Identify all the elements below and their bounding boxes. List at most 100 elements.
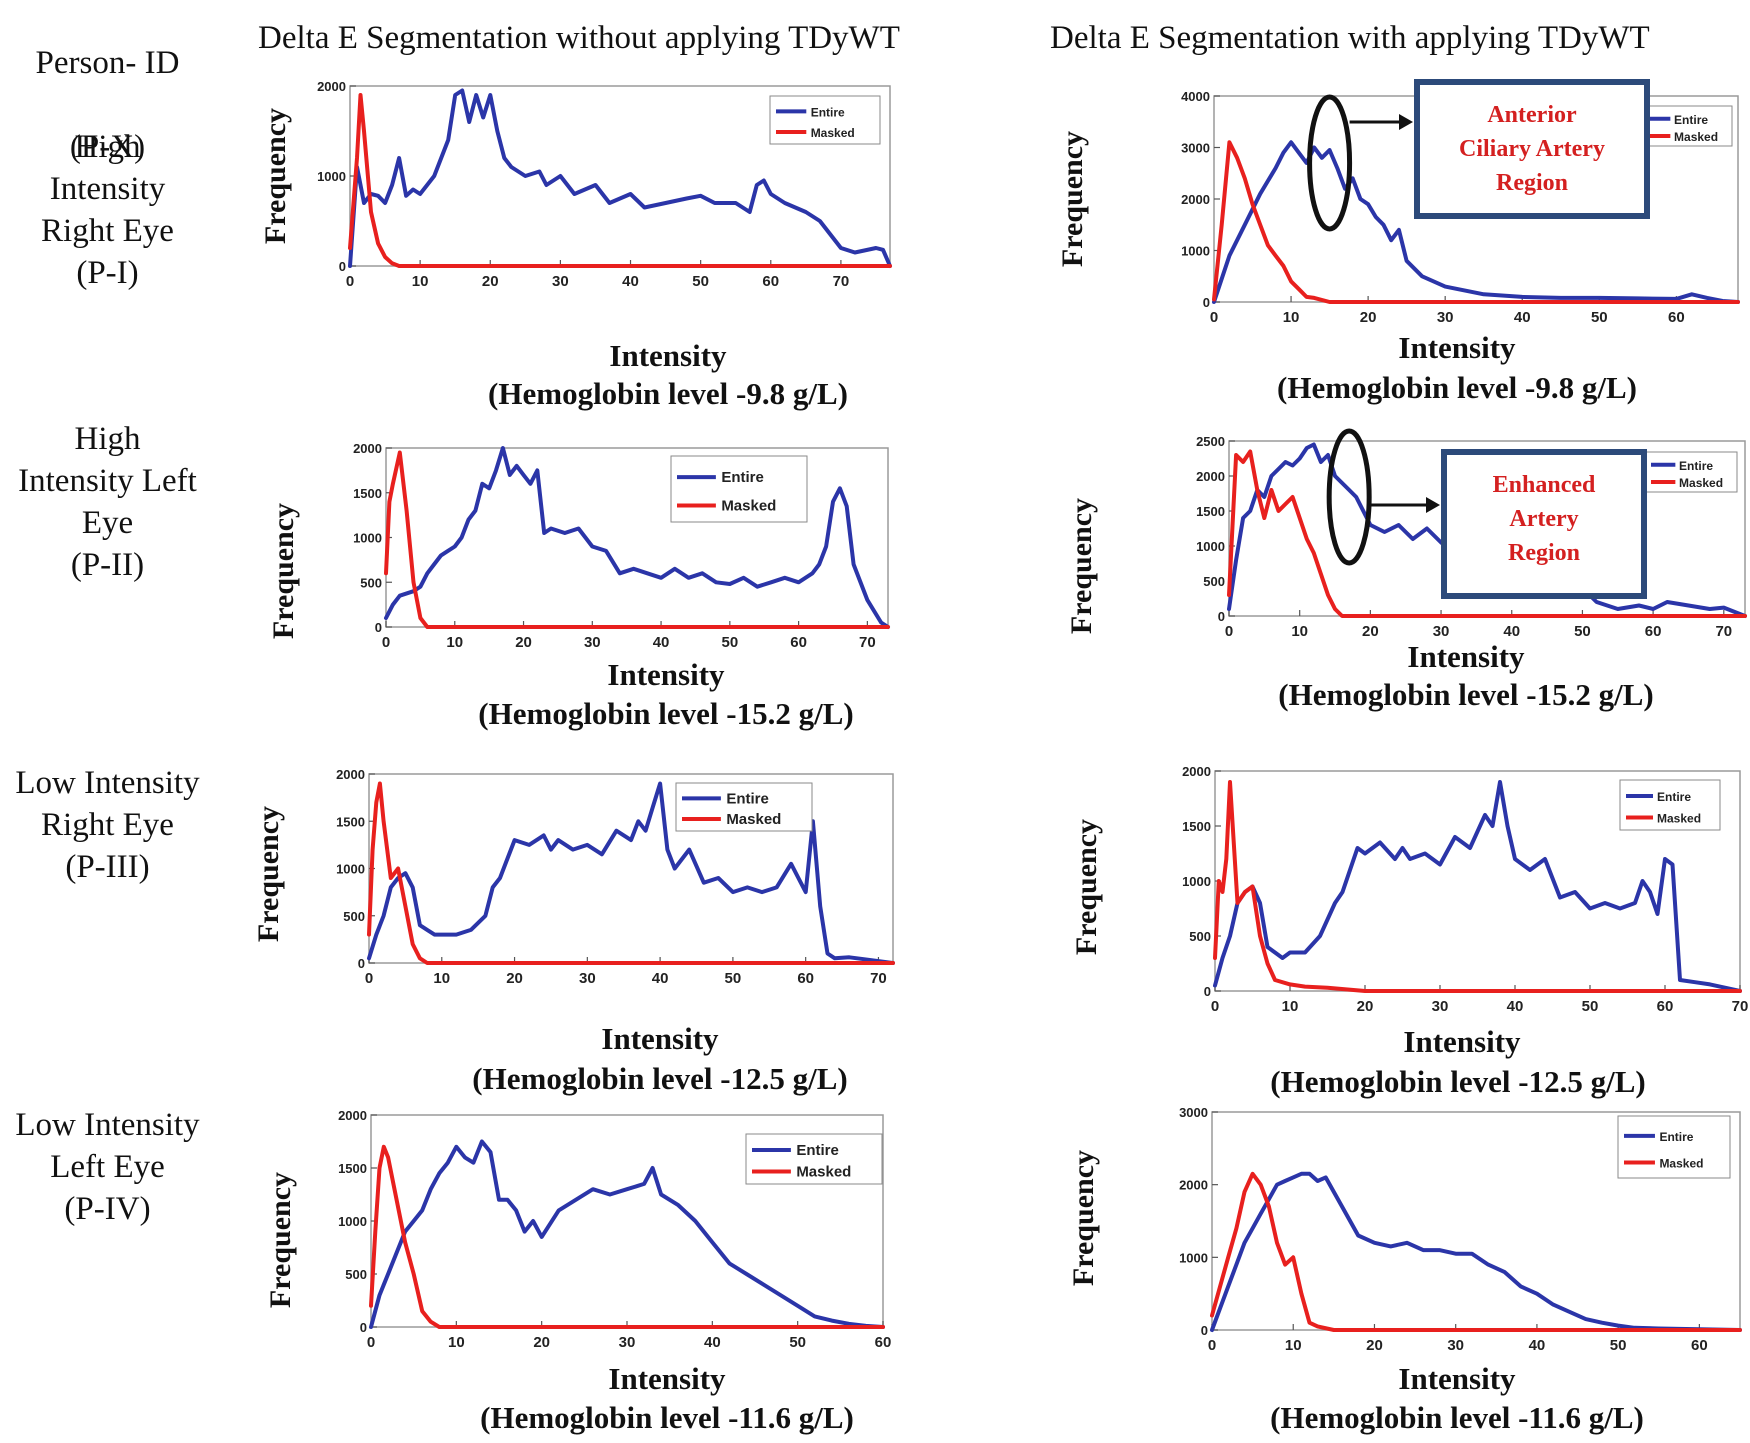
x-tick-label: 10 bbox=[412, 273, 429, 290]
annotation-ellipse bbox=[1326, 428, 1372, 566]
x-tick-label: 40 bbox=[622, 273, 639, 290]
y-tick-label: 1500 bbox=[1182, 819, 1211, 834]
x-tick-label: 0 bbox=[367, 1334, 375, 1351]
x-tick-label: 30 bbox=[584, 634, 601, 651]
y-tick-label: 1000 bbox=[338, 1214, 367, 1229]
x-tick-label: 10 bbox=[433, 970, 450, 987]
chart-right-3: 0 500 1000 1500 2000 0 10 20 30 40 50 60 70 Entire Mas… bbox=[1070, 764, 1748, 1099]
annotation-text: Ciliary Artery bbox=[1459, 136, 1605, 162]
person-id-label: Person- ID bbox=[35, 45, 180, 81]
x-tick-label: 40 bbox=[652, 970, 669, 987]
x-tick-label: 0 bbox=[1208, 1337, 1216, 1354]
y-tick-label: 500 bbox=[1203, 574, 1225, 589]
series-entire-line bbox=[367, 781, 895, 965]
y-tick-label: 0 bbox=[375, 620, 382, 635]
x-tick-label: 40 bbox=[704, 1334, 721, 1351]
y-axis-label: Frequency bbox=[1070, 819, 1103, 955]
legend-label-entire: Entire bbox=[726, 790, 769, 807]
y-axis-label: Frequency bbox=[1056, 131, 1089, 267]
x-tick-label: 70 bbox=[1715, 623, 1732, 640]
y-tick-label: 1000 bbox=[336, 862, 365, 877]
y-tick-label: 3000 bbox=[1179, 1105, 1208, 1120]
series-masked-line bbox=[384, 450, 890, 629]
x-tick-label: 0 bbox=[1225, 623, 1233, 640]
y-axis-label: Frequency bbox=[1065, 498, 1098, 634]
series-masked-line bbox=[1227, 449, 1747, 618]
x-tick-label: 50 bbox=[692, 273, 709, 290]
x-tick-label: 50 bbox=[1574, 623, 1591, 640]
x-tick-label: 60 bbox=[1668, 309, 1685, 326]
series-entire-line bbox=[369, 1139, 885, 1329]
annotation-text: Anterior bbox=[1487, 102, 1577, 128]
legend-label-entire: Entire bbox=[1659, 1130, 1693, 1144]
x-tick-label: 0 bbox=[1210, 309, 1218, 326]
legend-box bbox=[1644, 451, 1738, 493]
y-axis-label: Frequency bbox=[252, 806, 285, 942]
y-tick-label: 1000 bbox=[1196, 539, 1225, 554]
row-label-1: High Intensity Right Eye (P-I) bbox=[41, 129, 174, 291]
legend-label-masked: Masked bbox=[811, 126, 855, 140]
x-tick-label: 40 bbox=[1529, 1337, 1546, 1354]
y-tick-label: 0 bbox=[339, 259, 346, 274]
legend-label-masked: Masked bbox=[796, 1164, 851, 1181]
y-tick-label: 0 bbox=[1203, 295, 1210, 310]
series-masked-line bbox=[1213, 780, 1742, 993]
y-axis-label: Frequency bbox=[264, 1172, 297, 1308]
legend-label-masked: Masked bbox=[1657, 812, 1701, 826]
x-tick-label: 10 bbox=[1285, 1337, 1302, 1354]
x-tick-label: 0 bbox=[1211, 998, 1219, 1015]
series-entire-line bbox=[1212, 140, 1740, 304]
x-tick-label: 20 bbox=[533, 1334, 550, 1351]
chart-left-4: 0 500 1000 1500 2000 0 10 20 30 40 50 60 Entire Maske… bbox=[264, 1108, 891, 1435]
x-axis-label: Intensity bbox=[1407, 639, 1525, 674]
hemoglobin-level-label: (Hemoglobin level -9.8 g/L) bbox=[1277, 370, 1637, 405]
x-axis-label: Intensity bbox=[1398, 330, 1516, 365]
y-tick-label: 2000 bbox=[353, 441, 382, 456]
x-tick-label: 70 bbox=[1732, 998, 1749, 1015]
hemoglobin-level-label: (Hemoglobin level -12.5 g/L) bbox=[1270, 1064, 1645, 1099]
chart-right-4: 0 1000 2000 3000 0 10 20 30 40 50 60 Entire Masked Fr… bbox=[1067, 1105, 1742, 1435]
x-tick-label: 30 bbox=[1437, 309, 1454, 326]
legend-box bbox=[745, 1133, 883, 1185]
series-entire-line bbox=[384, 446, 890, 629]
x-tick-label: 40 bbox=[653, 634, 670, 651]
annotation-text: Artery bbox=[1509, 506, 1578, 532]
hemoglobin-level-label: (Hemoglobin level -15.2 g/L) bbox=[478, 696, 853, 731]
y-tick-label: 2000 bbox=[338, 1108, 367, 1123]
series-masked-line bbox=[1210, 1171, 1742, 1332]
legend-box bbox=[1619, 779, 1721, 831]
x-axis-label: Intensity bbox=[608, 1361, 726, 1396]
y-axis-label: Frequency bbox=[267, 503, 300, 639]
y-tick-label: 1000 bbox=[1179, 1250, 1208, 1265]
chart-right-2: 0 500 1000 1500 2000 2500 0 10 20 30 40 50 60 70 Entir… bbox=[1065, 428, 1747, 712]
row-label-3: Low Intensity Right Eye (P-III) bbox=[15, 765, 200, 885]
annotation-arrow-head bbox=[1426, 497, 1440, 513]
legend-box bbox=[1639, 105, 1733, 147]
x-axis-label: Intensity bbox=[1403, 1024, 1521, 1059]
x-tick-label: 20 bbox=[1360, 309, 1377, 326]
y-tick-label: 0 bbox=[1204, 984, 1211, 999]
x-tick-label: 40 bbox=[1503, 623, 1520, 640]
y-tick-label: 2000 bbox=[1179, 1178, 1208, 1193]
x-tick-label: 20 bbox=[1357, 998, 1374, 1015]
x-tick-label: 0 bbox=[346, 273, 354, 290]
x-tick-label: 60 bbox=[875, 1334, 892, 1351]
legend-box bbox=[675, 782, 813, 832]
legend-label-entire: Entire bbox=[1679, 459, 1713, 473]
legend-label-masked: Masked bbox=[721, 498, 776, 515]
legend-label-entire: Entire bbox=[811, 105, 845, 119]
x-tick-label: 10 bbox=[446, 634, 463, 651]
person-id-code: (P-X) bbox=[69, 129, 146, 165]
x-tick-label: 20 bbox=[1362, 623, 1379, 640]
legend-box bbox=[1617, 1115, 1731, 1179]
x-tick-label: 30 bbox=[579, 970, 596, 987]
x-tick-label: 50 bbox=[1610, 1337, 1627, 1354]
series-entire-line bbox=[348, 88, 892, 268]
series-entire-line bbox=[1213, 780, 1742, 993]
annotation-box bbox=[1441, 449, 1647, 599]
chart-left-3: 0 500 1000 1500 2000 0 10 20 30 40 50 60 70 Entire Mas… bbox=[252, 767, 895, 1096]
x-tick-label: 0 bbox=[382, 634, 390, 651]
x-tick-label: 50 bbox=[789, 1334, 806, 1351]
y-tick-label: 2500 bbox=[1196, 434, 1225, 449]
legend-label-masked: Masked bbox=[1659, 1157, 1703, 1171]
